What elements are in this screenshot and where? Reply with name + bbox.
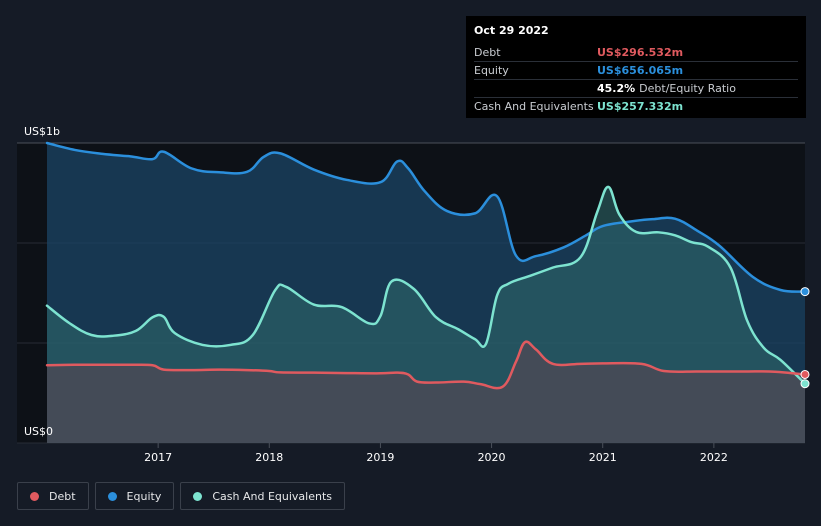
tooltip-row-ratio: 45.2% Debt/Equity Ratio [474,79,798,97]
tooltip-value-debt: US$296.532m [597,46,684,59]
legend-item-debt[interactable]: Debt [17,482,89,510]
cash-dot-icon [193,491,203,501]
tooltip-row-debt: Debt US$296.532m [474,44,798,61]
tooltip-value-cash: US$257.332m [597,100,684,113]
equity-end-marker [800,287,810,297]
tooltip-label: Debt [474,46,501,59]
legend: Debt Equity Cash And Equivalents [17,482,351,510]
x-tick-label: 2017 [144,451,172,464]
debt-dot-icon [30,491,39,501]
tooltip-value-equity: US$656.065m [597,64,684,77]
x-tick-label: 2018 [255,451,283,464]
debt-end-marker [800,369,810,379]
tooltip-row-cash: Cash And Equivalents US$257.332m [474,97,798,115]
tooltip-label [474,80,597,97]
legend-item-equity[interactable]: Equity [94,482,175,510]
cash-and-equivalents-end-marker [800,379,810,389]
cash-and-equivalents-line [45,185,807,385]
tooltip-label: Equity [474,64,509,77]
x-tick-label: 2022 [700,451,728,464]
debt-line [45,340,807,390]
tooltip-row-equity: Equity US$656.065m [474,61,798,79]
legend-label: Cash And Equivalents [212,489,332,503]
equity-line [45,141,807,293]
tooltip-value-ratio: 45.2% [597,82,636,95]
tooltip-ratio-caption: Debt/Equity Ratio [639,82,736,95]
equity-dot-icon [107,491,117,501]
x-axis-ticks: 2017 2018 2019 2020 2021 2022 [144,443,728,464]
x-tick-label: 2019 [366,451,394,464]
legend-label: Debt [49,489,76,503]
y-axis-bottom-label: US$0 [24,425,53,438]
series-end-markers [800,287,810,389]
series-areas [47,143,805,443]
legend-label: Equity [126,489,162,503]
debt-area [47,341,805,443]
tooltip-label: Cash And Equivalents [474,100,594,113]
data-tooltip: Oct 29 2022 Debt US$296.532m Equity US$6… [466,16,806,118]
tooltip-date: Oct 29 2022 [474,24,549,37]
series-lines [45,141,807,390]
x-tick-label: 2020 [478,451,506,464]
legend-item-cash[interactable]: Cash And Equivalents [180,482,345,510]
y-axis-top-label: US$1b [24,125,60,138]
x-tick-label: 2021 [589,451,617,464]
